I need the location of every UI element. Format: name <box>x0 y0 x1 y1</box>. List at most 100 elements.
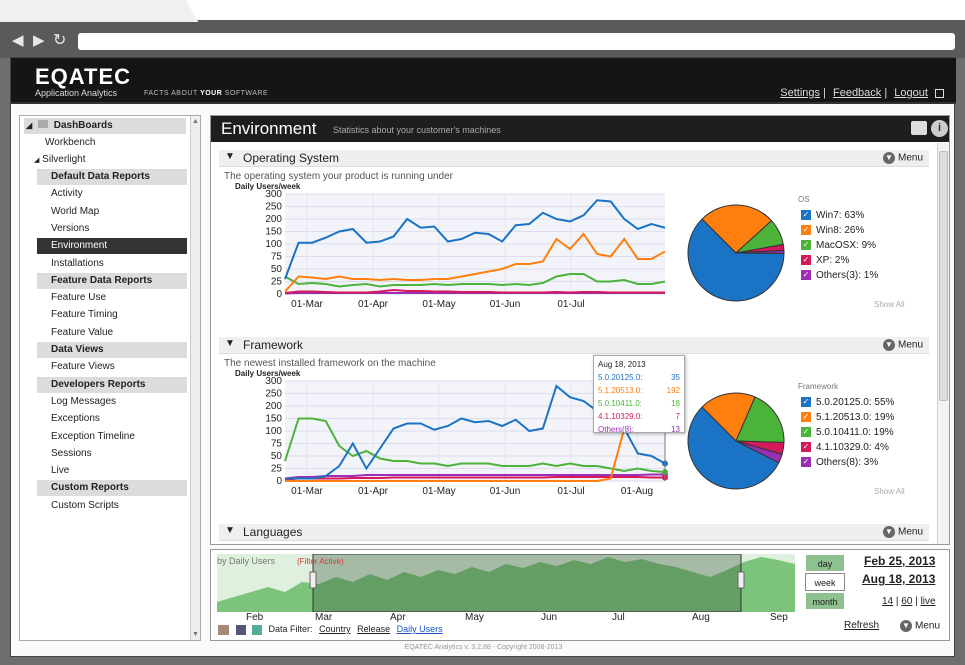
section-framework-header[interactable]: ▼ Framework ▼ Menu <box>219 337 929 354</box>
legend-item[interactable]: ✓ XP: 2% <box>801 255 849 266</box>
series-line[interactable] <box>284 199 666 280</box>
sidebar-item-feature-views[interactable]: Feature Views <box>51 361 115 373</box>
sidebar-item-feature-data-reports[interactable]: Feature Data Reports <box>37 272 187 289</box>
sidebar-item-feature-timing[interactable]: Feature Timing <box>51 309 118 321</box>
sidebar-item-feature-value[interactable]: Feature Value <box>51 326 114 338</box>
browser-tab[interactable] <box>0 0 180 22</box>
timeline-menu-button[interactable]: ▼ Menu <box>900 620 940 632</box>
range-link-live[interactable]: live <box>920 596 936 607</box>
feedback-link[interactable]: Feedback <box>832 87 882 99</box>
legend-item[interactable]: ✓ 5.0.10411.0: 19% <box>801 427 894 438</box>
back-icon[interactable]: ◀ <box>12 32 24 49</box>
pie-slice[interactable] <box>687 218 785 302</box>
series-line[interactable] <box>284 473 665 480</box>
timeline-handle-right[interactable] <box>737 571 745 589</box>
framework-pie-chart[interactable] <box>681 386 791 496</box>
show-all-link[interactable]: Show All <box>874 487 905 496</box>
section-languages-header[interactable]: ▼ Languages ▼ Menu <box>219 524 929 541</box>
sidebar-scrollbar[interactable]: ▲ ▼ <box>190 116 200 640</box>
sidebar-item-log-messages[interactable]: Log Messages <box>51 395 117 407</box>
sidebar-item-installations[interactable]: Installations <box>51 257 104 269</box>
series-line[interactable] <box>284 288 665 294</box>
legend-item[interactable]: ✓ Win8: 26% <box>801 225 864 236</box>
menu-button[interactable]: ▼ Menu <box>882 152 923 164</box>
sidebar-item-data-views[interactable]: Data Views <box>37 342 187 358</box>
series-line[interactable] <box>284 476 665 481</box>
range-link-60[interactable]: 60 <box>901 596 913 607</box>
legend-item[interactable]: ✓ Others(3): 1% <box>801 270 878 281</box>
date-from[interactable]: Feb 25, 2013 <box>864 554 936 568</box>
legend-item[interactable]: ✓ 5.1.20513.0: 19% <box>801 412 894 423</box>
menu-button[interactable]: ▼ Menu <box>882 339 923 351</box>
forward-icon[interactable]: ▶ <box>33 32 45 49</box>
collapse-icon[interactable]: ◢ <box>26 121 33 130</box>
timeline-selection[interactable] <box>312 554 742 612</box>
main-scrollbar[interactable] <box>937 143 949 544</box>
fullscreen-icon[interactable] <box>935 88 944 98</box>
checkbox-icon[interactable]: ✓ <box>801 210 811 221</box>
os-pie-chart[interactable] <box>681 198 791 308</box>
date-to[interactable]: Aug 18, 2013 <box>862 572 936 586</box>
chevron-down-icon[interactable]: ▼ <box>225 525 235 536</box>
sidebar-item-exception-timeline[interactable]: Exception Timeline <box>51 430 135 442</box>
filter-daily-users[interactable]: Daily Users <box>396 624 443 634</box>
sidebar-item-custom-scripts[interactable]: Custom Scripts <box>51 499 119 511</box>
filter-icon[interactable] <box>252 624 263 635</box>
refresh-link[interactable]: Refresh <box>844 620 880 631</box>
save-icon[interactable] <box>235 624 246 635</box>
sidebar-root[interactable]: ◢ DashBoards <box>24 118 186 134</box>
sidebar-item-versions[interactable]: Versions <box>51 222 90 234</box>
sidebar-item-feature-use[interactable]: Feature Use <box>51 292 107 304</box>
sidebar-item-custom-reports[interactable]: Custom Reports <box>37 480 187 497</box>
range-link-14[interactable]: 14 <box>882 596 894 607</box>
series-line[interactable] <box>284 273 666 288</box>
sidebar-item-world-map[interactable]: World Map <box>51 205 100 217</box>
filter-country[interactable]: Country <box>319 624 351 634</box>
sidebar-item-default-data-reports[interactable]: Default Data Reports <box>37 169 187 185</box>
filter-release[interactable]: Release <box>357 624 391 634</box>
chevron-down-icon[interactable]: ▼ <box>225 151 235 162</box>
book-icon[interactable] <box>218 624 229 635</box>
info-icon[interactable]: i <box>931 120 948 137</box>
legend-item[interactable]: ✓ Others(8): 3% <box>801 457 878 468</box>
pie-slice[interactable] <box>735 396 785 444</box>
checkbox-icon[interactable]: ✓ <box>801 240 811 251</box>
checkbox-icon[interactable]: ✓ <box>801 412 811 423</box>
show-all-link[interactable]: Show All <box>874 300 905 309</box>
address-bar[interactable] <box>78 33 955 50</box>
checkbox-icon[interactable]: ✓ <box>801 270 811 281</box>
logout-link[interactable]: Logout <box>894 87 928 99</box>
granularity-month-button[interactable]: month <box>805 592 845 610</box>
checkbox-icon[interactable]: ✓ <box>801 397 811 408</box>
legend-item[interactable]: ✓ MacOSX: 9% <box>801 240 876 251</box>
sidebar-item-developers-reports[interactable]: Developers Reports <box>37 376 187 393</box>
menu-button[interactable]: ▼ Menu <box>882 526 923 538</box>
legend-item[interactable]: ✓ 5.0.20125.0: 55% <box>801 397 894 408</box>
granularity-day-button[interactable]: day <box>805 554 845 572</box>
sidebar-item-silverlight[interactable]: ◢ Silverlight <box>34 152 86 168</box>
checkbox-icon[interactable]: ✓ <box>801 457 811 468</box>
reload-icon[interactable]: ↻ <box>53 32 67 49</box>
legend-item[interactable]: ✓ 4.1.10329.0: 4% <box>801 442 889 453</box>
section-os-header[interactable]: ▼ Operating System ▼ Menu <box>219 150 929 167</box>
pie-slice[interactable] <box>701 392 756 442</box>
timeline-area-chart[interactable] <box>217 554 795 612</box>
checkbox-icon[interactable]: ✓ <box>801 255 811 266</box>
sidebar-item-workbench[interactable]: Workbench <box>45 137 96 148</box>
granularity-week-button[interactable]: week <box>805 573 845 591</box>
chevron-down-icon[interactable]: ▼ <box>225 338 235 349</box>
pie-slice[interactable] <box>701 204 773 254</box>
print-icon[interactable] <box>911 121 927 135</box>
sidebar-item-activity[interactable]: Activity <box>51 188 83 200</box>
timeline-handle-left[interactable] <box>309 571 317 589</box>
collapse-icon[interactable]: ◢ <box>34 157 40 164</box>
series-line[interactable] <box>285 380 666 482</box>
sidebar-item-live[interactable]: Live <box>51 465 70 477</box>
settings-link[interactable]: Settings <box>780 87 820 99</box>
legend-item[interactable]: ✓ Win7: 63% <box>801 210 864 221</box>
checkbox-icon[interactable]: ✓ <box>801 442 811 453</box>
checkbox-icon[interactable]: ✓ <box>801 225 811 236</box>
sidebar-item-sessions[interactable]: Sessions <box>51 447 92 459</box>
sidebar-item-environment[interactable]: Environment <box>37 238 187 255</box>
